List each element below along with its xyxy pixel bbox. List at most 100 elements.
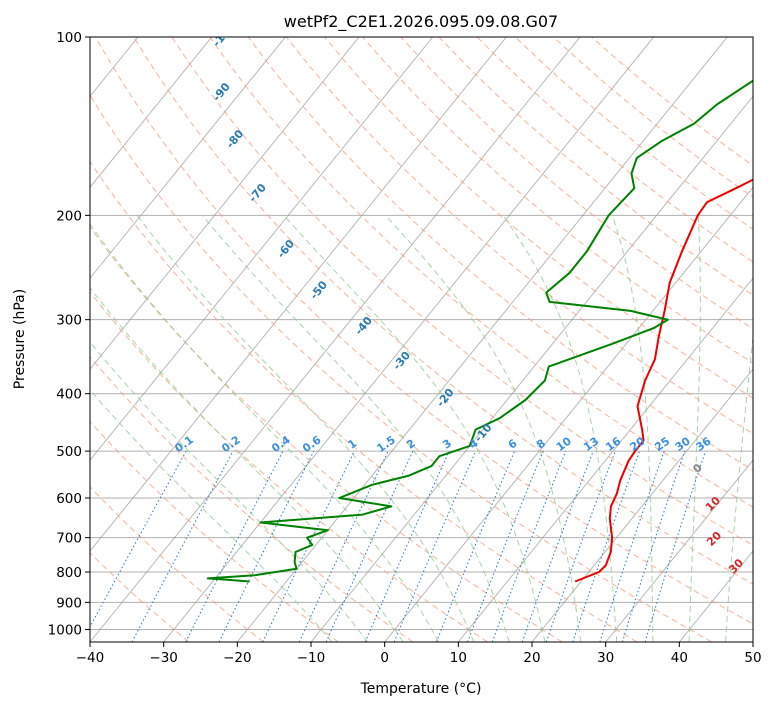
- chart-title: wetPf2_C2E1.2026.095.09.08.G07: [284, 12, 558, 32]
- dry-adiabat-label: -70: [246, 181, 269, 205]
- mixing-ratio-label: 0.1: [172, 433, 195, 455]
- dry-adiabat-line: [90, 355, 414, 642]
- isotherm-gridline: [90, 37, 581, 642]
- mixing-ratio-line: [90, 450, 187, 628]
- moist-adiabat-label: 20: [704, 529, 724, 549]
- y-tick-label: 1000: [48, 622, 82, 638]
- isotherm-gridline: [457, 277, 753, 642]
- y-axis-label: Pressure (hPa): [12, 289, 28, 389]
- series-layer: [206, 79, 753, 583]
- dry-adiabat-line: [171, 37, 753, 546]
- y-tick-label: 600: [56, 491, 82, 507]
- y-tick-label: 700: [56, 531, 82, 547]
- moist-adiabat-line: [688, 215, 701, 642]
- moist-adiabat-line: [90, 389, 333, 642]
- moist-adiabat-line: [725, 332, 753, 642]
- dry-adiabat-line: [90, 160, 638, 642]
- dewpoint-profile-line: [206, 79, 753, 583]
- mixing-ratio-line: [131, 450, 234, 642]
- y-tick-label: 300: [56, 313, 82, 329]
- dry-adiabat-line: [591, 37, 753, 167]
- mixing-ratio-line: [545, 450, 616, 642]
- moist-adiabat-label: 0: [690, 461, 705, 476]
- line-labels: 0.1 0.2 0.4 0.6 1 1.5 2 3 4 6 8 10 13 16 20 25 30 36-100-…: [172, 20, 775, 601]
- mixing-ratio-line: [467, 450, 544, 642]
- dry-adiabat-line: [90, 552, 190, 642]
- x-tick-label: 20: [523, 650, 540, 666]
- dry-adiabat-line: [438, 37, 753, 296]
- mixing-ratio-line: [572, 450, 641, 642]
- dry-adiabat-line: [324, 37, 753, 399]
- isotherm-gridline: [90, 37, 360, 370]
- isotherm-gridline: [384, 186, 753, 642]
- dry-adiabat-label: -40: [352, 314, 375, 338]
- isotherm-gridline: [90, 37, 286, 279]
- mixing-ratio-line: [393, 450, 477, 642]
- x-tick-label: 30: [597, 650, 614, 666]
- x-tick-label: 40: [671, 650, 688, 666]
- isotherm-gridline: [752, 641, 753, 642]
- guide-lines: [90, 37, 753, 642]
- mixing-ratio-line: [599, 450, 665, 642]
- plot-frame: [89, 36, 754, 643]
- y-tick-label: 200: [56, 208, 82, 224]
- isotherm-gridline: [236, 37, 728, 642]
- dry-adiabat-line: [95, 37, 753, 625]
- mixing-ratio-label: 8: [534, 437, 548, 452]
- x-tick-label: −10: [297, 650, 326, 666]
- mixing-ratio-label: 0.6: [300, 433, 324, 455]
- isotherm-gridline: [163, 37, 655, 642]
- dry-adiabat-line: [247, 37, 753, 471]
- mixing-ratio-label: 1.5: [374, 433, 397, 455]
- moist-adiabat-line: [136, 215, 475, 642]
- moist-adiabat-label: 30: [726, 556, 746, 576]
- moist-adiabat-label: 40: [758, 581, 775, 601]
- isotherm-gridline: [90, 37, 213, 188]
- dry-adiabat-label: -60: [275, 237, 298, 261]
- isotherm-gridline: [90, 37, 434, 461]
- dry-adiabat-label: -80: [224, 127, 247, 151]
- mixing-ratio-label: 6: [506, 437, 520, 452]
- x-axis-label: Temperature (°C): [360, 681, 482, 697]
- y-tick-label: 400: [56, 387, 82, 403]
- x-tick-label: −40: [76, 650, 105, 666]
- moist-adiabat-line: [90, 286, 404, 642]
- y-tick-label: 800: [56, 565, 82, 581]
- dry-adiabat-line: [90, 226, 563, 642]
- mixing-ratio-line: [491, 450, 567, 642]
- mixing-ratio-label: 0.4: [269, 433, 293, 455]
- x-tick-label: −30: [149, 650, 178, 666]
- mixing-ratio-label: 3: [440, 437, 454, 452]
- mixing-ratio-line: [364, 450, 450, 642]
- dry-adiabat-line: [133, 37, 753, 585]
- y-tick-label: 900: [56, 595, 82, 611]
- moist-adiabat-line: [283, 214, 546, 642]
- x-tick-label: −20: [223, 650, 252, 666]
- dry-adiabat-line: [90, 420, 339, 642]
- dry-adiabat-line: [90, 291, 488, 642]
- y-tick-label: 500: [56, 444, 82, 460]
- mixing-ratio-label: 1: [346, 437, 360, 452]
- axes: −40 −30 −20 −10 0 10 20 30 40 5010020030040050060…: [48, 30, 762, 666]
- mixing-ratio-line: [435, 450, 516, 642]
- moist-adiabat-line: [202, 214, 510, 642]
- mixing-ratio-line: [325, 450, 414, 642]
- temperature-profile-line: [574, 178, 753, 583]
- moist-adiabat-line: [90, 223, 439, 642]
- isotherm-gridline: [90, 37, 507, 552]
- moist-adiabat-label: 10: [703, 494, 723, 514]
- dry-adiabat-line: [362, 37, 753, 364]
- dry-adiabat-label: -100: [210, 20, 238, 50]
- y-tick-label: 100: [56, 30, 82, 46]
- isotherm-gridline: [531, 368, 753, 642]
- dry-adiabat-line: [514, 37, 753, 230]
- x-tick-label: 10: [450, 650, 467, 666]
- isotherm-gridline: [310, 95, 753, 642]
- mixing-ratio-line: [644, 450, 706, 642]
- mixing-ratio-line: [185, 450, 284, 642]
- mixing-ratio-line: [621, 450, 686, 642]
- moist-adiabat-line: [90, 341, 369, 642]
- x-tick-label: 50: [744, 650, 761, 666]
- moist-adiabat-line: [611, 215, 654, 642]
